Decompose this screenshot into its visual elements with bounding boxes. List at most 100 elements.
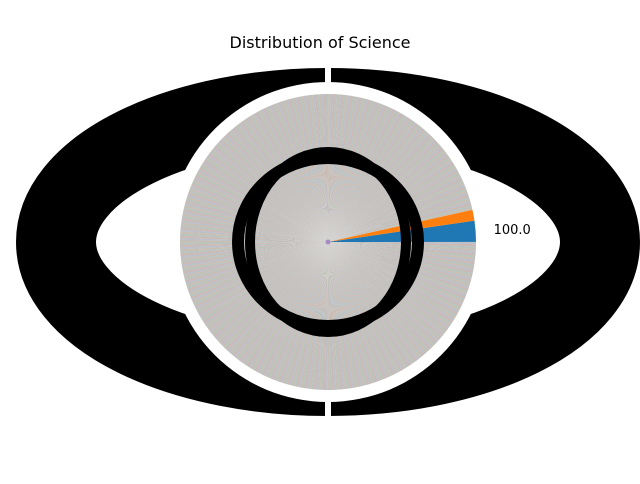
pie-slice [328, 144, 441, 242]
pie-slice [328, 242, 387, 379]
pie-slice [328, 133, 430, 242]
pie-slice [328, 242, 445, 336]
pie-slice [328, 95, 351, 242]
pie-slice [273, 103, 328, 242]
slice-label: 100.0 [494, 223, 531, 238]
pie-slice [193, 242, 328, 306]
pie-slice [224, 242, 328, 350]
pie-slice [328, 94, 342, 243]
pie-slice [328, 242, 462, 308]
pie-slice [328, 101, 377, 242]
pie-slice [328, 242, 459, 313]
pie-slice [328, 242, 435, 347]
pie-slice [298, 242, 328, 388]
pie-slice [289, 242, 328, 386]
pie-slice [219, 242, 328, 345]
pie-slice [328, 242, 416, 363]
pie-slice [328, 103, 384, 242]
pie-slice [261, 108, 328, 242]
pie-slice [248, 242, 328, 369]
pie-slice [304, 242, 328, 389]
pie-slice [258, 242, 328, 374]
pie-slice [328, 179, 464, 242]
pie-slice [328, 94, 340, 243]
pie-slice [328, 242, 418, 362]
pie-slice [281, 100, 328, 242]
pie-slice [328, 242, 443, 338]
pie-slice [328, 242, 370, 385]
pie-slice [328, 242, 378, 383]
pie-slice [328, 134, 432, 242]
pie-slice [328, 94, 335, 242]
pie-slice [328, 242, 405, 371]
pie-slice [328, 94, 344, 243]
pie-slice [192, 179, 328, 242]
pie-slice [227, 242, 328, 353]
pie-slice [328, 127, 424, 242]
pie-slice [221, 137, 328, 242]
pie-slice [328, 181, 465, 242]
pie-slice [328, 94, 347, 242]
pie-slice [190, 242, 328, 300]
pie-slice [328, 106, 390, 242]
pie-slice [328, 96, 358, 242]
pie-slice [328, 242, 366, 386]
pie-slice [200, 242, 328, 320]
pie-slice [328, 190, 468, 242]
pie-slice [328, 242, 448, 332]
pie-slice [328, 242, 451, 327]
pie-slice [191, 242, 328, 302]
pie-slice [328, 95, 349, 243]
pie-slice [328, 111, 400, 242]
pie-slice [328, 167, 458, 242]
pie-slice [328, 96, 360, 242]
pie-slice [218, 140, 328, 242]
pie-slice [230, 242, 328, 356]
pie-slice [328, 242, 439, 343]
pie-slice [328, 102, 381, 242]
pie-slice [328, 242, 419, 361]
pie-slice [191, 183, 328, 242]
pie-slice [313, 242, 328, 390]
pie-slice [215, 143, 328, 242]
pie-slice [328, 98, 369, 242]
pie-slice [214, 242, 328, 340]
pie-slice [328, 184, 466, 242]
pie-slice [290, 98, 328, 242]
pie-slice [328, 114, 406, 242]
pie-slice [269, 105, 328, 243]
pie-slice [201, 163, 328, 242]
pie-slice [328, 242, 455, 321]
pie-slice [328, 242, 372, 385]
pie-slice [293, 242, 328, 387]
pie-slice [328, 242, 453, 325]
pie-slice [208, 152, 328, 242]
pie-slice [328, 177, 463, 242]
pie-slice [328, 154, 449, 242]
pie-slice [222, 242, 328, 348]
pie-slice [257, 110, 328, 242]
pie-slice [254, 242, 328, 372]
pie-slice [328, 140, 438, 242]
pie-slice [198, 167, 328, 242]
pie-slice [208, 242, 328, 331]
pie-slice [283, 242, 328, 384]
pie-slice [210, 242, 328, 335]
pie-slice [259, 109, 328, 243]
pie-slice [322, 242, 328, 390]
pie-slice [250, 242, 328, 370]
pie-slice [209, 242, 328, 333]
pie-slice [268, 242, 328, 379]
pie-slice [328, 242, 412, 366]
pie-slice [212, 242, 328, 336]
pie-slice [328, 117, 411, 242]
pie-slice [328, 242, 381, 382]
pie-slice [328, 162, 454, 242]
pie-slice [328, 242, 414, 365]
pie-slice [328, 242, 454, 323]
pie-slice [328, 242, 436, 346]
pie-slice [214, 145, 328, 242]
pie-slice [287, 242, 328, 385]
slice-labels: 100.0 [494, 223, 531, 238]
pie-slice [302, 242, 328, 389]
